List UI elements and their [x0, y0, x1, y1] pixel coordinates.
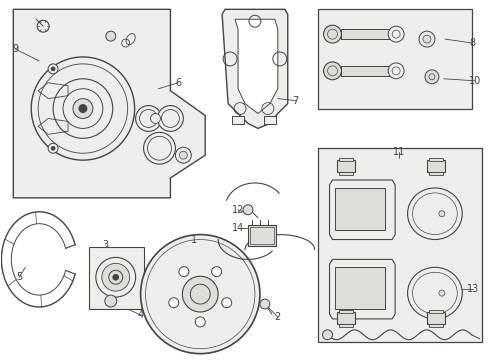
Bar	[342, 29, 396, 39]
Circle shape	[96, 257, 136, 297]
Text: 4: 4	[138, 310, 144, 320]
Circle shape	[179, 267, 189, 276]
Text: 10: 10	[468, 76, 481, 86]
Circle shape	[243, 205, 253, 215]
Circle shape	[439, 211, 445, 217]
Text: 14: 14	[232, 222, 244, 233]
Circle shape	[222, 298, 232, 308]
Circle shape	[322, 330, 333, 340]
Text: 13: 13	[466, 284, 479, 294]
Bar	[429, 310, 443, 313]
Circle shape	[48, 143, 58, 153]
Bar	[336, 267, 385, 309]
Text: 8: 8	[469, 38, 476, 48]
Bar	[336, 188, 385, 230]
Polygon shape	[235, 19, 278, 113]
Circle shape	[388, 26, 404, 42]
Bar	[427, 160, 445, 172]
Polygon shape	[222, 9, 288, 129]
Text: 9: 9	[12, 44, 18, 54]
Bar	[250, 227, 274, 244]
Circle shape	[388, 63, 404, 79]
Circle shape	[106, 31, 116, 41]
Bar	[429, 172, 443, 175]
Bar	[342, 66, 396, 76]
Bar	[340, 172, 353, 175]
Text: 5: 5	[16, 272, 23, 282]
Bar	[340, 158, 353, 161]
Circle shape	[102, 264, 130, 291]
Circle shape	[113, 274, 119, 280]
Circle shape	[31, 57, 135, 160]
Circle shape	[144, 132, 175, 164]
Polygon shape	[329, 260, 395, 319]
Circle shape	[53, 79, 113, 138]
Circle shape	[439, 290, 445, 296]
Bar	[318, 148, 482, 342]
Circle shape	[212, 267, 221, 276]
Bar	[429, 158, 443, 161]
Text: 2: 2	[275, 312, 281, 322]
Bar	[338, 160, 355, 172]
Text: 3: 3	[103, 240, 109, 251]
Circle shape	[79, 105, 87, 113]
Circle shape	[105, 295, 117, 307]
Text: 1: 1	[191, 234, 197, 244]
Text: 12: 12	[232, 205, 244, 215]
Bar	[340, 324, 353, 327]
Circle shape	[51, 67, 55, 71]
Circle shape	[169, 298, 179, 308]
Circle shape	[136, 105, 162, 131]
Circle shape	[323, 25, 342, 43]
Bar	[338, 312, 355, 324]
Bar	[264, 117, 276, 125]
Bar	[429, 324, 443, 327]
Circle shape	[425, 70, 439, 84]
Circle shape	[182, 276, 218, 312]
Text: 6: 6	[175, 78, 181, 88]
Ellipse shape	[408, 267, 462, 319]
Circle shape	[141, 235, 260, 354]
Circle shape	[423, 35, 431, 43]
Circle shape	[323, 62, 342, 80]
Polygon shape	[13, 9, 205, 198]
Text: 11: 11	[393, 147, 405, 157]
Circle shape	[260, 299, 270, 309]
Bar	[232, 117, 244, 125]
Polygon shape	[329, 180, 395, 239]
Circle shape	[150, 113, 161, 123]
Bar	[340, 310, 353, 313]
Circle shape	[51, 146, 55, 150]
Circle shape	[157, 105, 183, 131]
Circle shape	[179, 151, 187, 159]
Bar	[318, 9, 472, 109]
Circle shape	[196, 317, 205, 327]
Circle shape	[48, 64, 58, 74]
Text: 7: 7	[293, 96, 299, 105]
Bar	[89, 247, 144, 309]
Circle shape	[73, 99, 93, 118]
Ellipse shape	[408, 188, 462, 239]
Bar	[427, 312, 445, 324]
Bar	[248, 225, 276, 247]
